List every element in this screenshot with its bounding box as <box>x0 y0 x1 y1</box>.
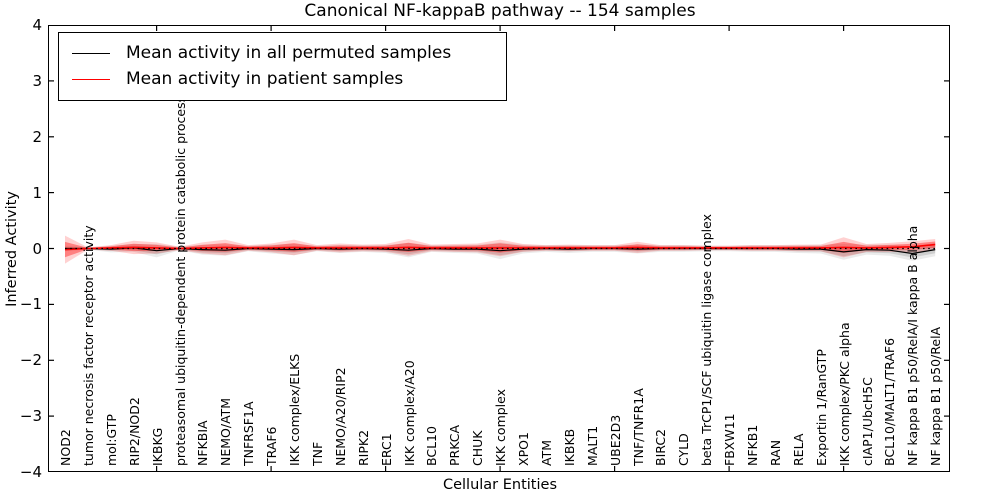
x-tick-label: IKK complex/PKC alpha <box>836 322 852 466</box>
chart-title: Canonical NF-kappaB pathway -- 154 sampl… <box>304 1 696 21</box>
y-tick-label: −4 <box>19 463 42 481</box>
chart-canvas <box>48 25 950 472</box>
x-tick-label: MALT1 <box>584 425 600 466</box>
x-tick-label: RAN <box>767 439 783 466</box>
x-tick-label: proteasomal ubiquitin-dependent protein … <box>172 95 188 466</box>
x-tick-label: IKBKB <box>561 428 577 466</box>
x-tick-label: IKBKG <box>149 427 165 466</box>
x-tick-label: TRAF6 <box>264 426 280 466</box>
legend-line-patient-icon <box>72 78 110 80</box>
y-tick-label: −1 <box>19 295 42 314</box>
legend-item: Mean activity in patient samples <box>59 66 506 92</box>
x-tick-label: NFKB1 <box>745 424 760 466</box>
x-tick-label: TNF <box>309 441 325 466</box>
x-tick-label: UBE2D3 <box>607 414 623 466</box>
x-tick-label: Exportin 1/RanGTP <box>813 349 829 466</box>
x-tick-label: NF kappa B1 p50/RelA <box>928 326 944 466</box>
x-tick-label: IKK complex/A20 <box>401 360 417 466</box>
y-tick-label: −3 <box>19 407 42 426</box>
x-tick-label: BIRC2 <box>653 428 669 466</box>
legend-line-permuted-icon <box>72 52 110 54</box>
x-tick-label: ATM <box>538 439 554 466</box>
x-axis-label: Cellular Entities <box>442 477 558 493</box>
x-tick-label: RIPK2 <box>355 429 371 466</box>
x-tick-label: cIAP1/UbcH5C <box>859 377 875 466</box>
x-tick-label: NF kappa B1 p50/RelA/I kappa B alpha <box>905 225 921 466</box>
x-tick-label: CHUK <box>470 430 486 466</box>
x-tick-label: BCL10 <box>424 426 440 466</box>
x-tick-label: IKK complex/ELKS <box>287 353 302 466</box>
y-tick-label: 4 <box>32 16 42 34</box>
y-tick-label: 1 <box>32 183 42 202</box>
y-tick-label: −2 <box>19 351 42 370</box>
x-tick-label: TNF/TNFR1A <box>630 388 646 466</box>
x-tick-label: CYLD <box>676 433 692 466</box>
y-tick-label: 2 <box>32 127 42 146</box>
x-tick-label: XPO1 <box>516 432 531 466</box>
patient-band-outer <box>65 235 936 264</box>
x-tick-label: beta TrCP1/SCF ubiquitin ligase complex <box>699 214 715 466</box>
x-tick-label: NEMO/A20/RIP2 <box>332 367 348 466</box>
legend-label: Mean activity in patient samples <box>126 69 404 89</box>
x-tick-label: NEMO/ATM <box>218 397 234 466</box>
x-tick-label: tumor necrosis factor receptor activity <box>80 225 96 466</box>
legend-item: Mean activity in all permuted samples <box>59 40 506 66</box>
y-tick-label: 3 <box>32 71 42 90</box>
permuted-mean-line <box>65 247 936 255</box>
x-tick-label: NFKBIA <box>195 420 211 466</box>
legend: Mean activity in all permuted samples Me… <box>58 32 507 101</box>
x-tick-label: ERC1 <box>378 433 394 466</box>
patient-band-inner <box>65 241 936 258</box>
x-tick-label: FBXW11 <box>722 413 738 466</box>
patient-mean-line <box>64 243 936 251</box>
x-tick-label: mol:GTP <box>103 414 119 466</box>
x-tick-label: NOD2 <box>58 429 73 466</box>
x-tick-label: RELA <box>790 433 806 466</box>
legend-label: Mean activity in all permuted samples <box>126 43 452 63</box>
x-tick-label: IKK complex <box>493 388 509 466</box>
x-tick-label: TNFRSF1A <box>241 401 257 467</box>
y-tick-label: 0 <box>32 239 42 258</box>
x-tick-label: BCL10/MALT1/TRAF6 <box>882 337 898 466</box>
x-tick-label: PRKCA <box>447 424 463 466</box>
x-tick-label: RIP2/NOD2 <box>126 397 142 466</box>
